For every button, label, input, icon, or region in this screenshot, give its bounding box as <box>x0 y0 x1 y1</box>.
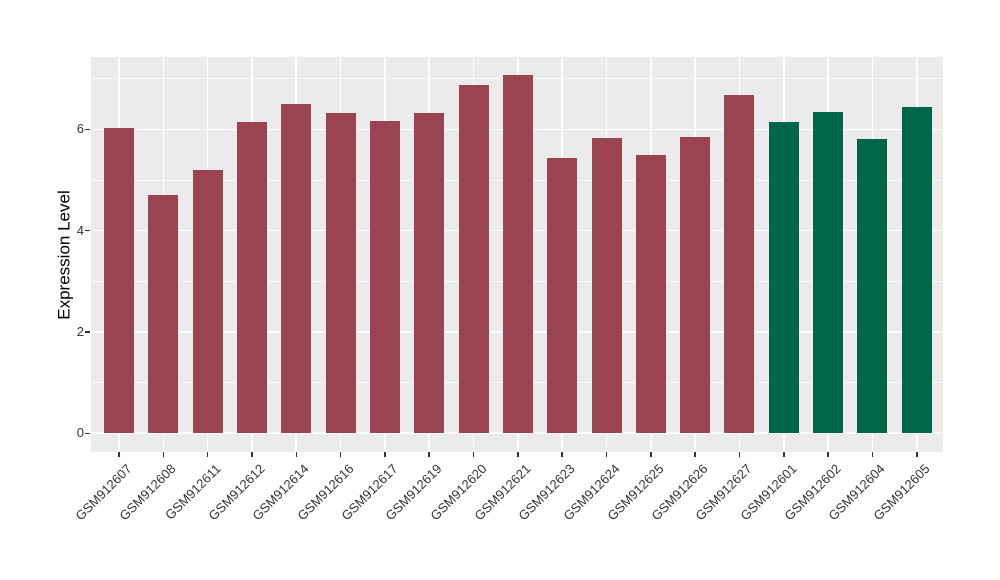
bar-GSM912626 <box>680 136 711 434</box>
bar-GSM912607 <box>104 128 134 434</box>
bar-GSM912624 <box>591 137 622 434</box>
y-tick-mark-0 <box>85 432 90 434</box>
y-tick-label-2: 2 <box>76 323 84 339</box>
bar-GSM912627 <box>724 95 755 434</box>
x-tick-mark-GSM912620 <box>472 452 475 457</box>
x-tick-mark-GSM912624 <box>605 452 608 457</box>
bar-GSM912602 <box>813 112 844 434</box>
bar-GSM912621 <box>502 74 533 434</box>
x-tick-mark-GSM912607 <box>118 452 120 457</box>
x-tick-mark-GSM912621 <box>517 452 519 457</box>
y-tick-label-6: 6 <box>76 121 84 137</box>
bar-GSM912612 <box>236 121 267 434</box>
x-tick-mark-GSM912614 <box>295 452 298 457</box>
bar-GSM912617 <box>369 120 400 434</box>
y-tick-label-0: 0 <box>76 425 84 441</box>
bar-GSM912620 <box>458 84 489 434</box>
bar-GSM912616 <box>325 112 356 434</box>
bar-GSM912611 <box>192 169 223 434</box>
bar-GSM912614 <box>281 104 312 434</box>
x-tick-mark-GSM912605 <box>916 452 918 457</box>
x-tick-mark-GSM912611 <box>206 452 209 457</box>
y-axis-title-text: Expression Level <box>55 189 74 320</box>
bar-GSM912605 <box>901 106 932 434</box>
bar-GSM912608 <box>148 195 179 434</box>
x-tick-mark-GSM912608 <box>162 452 165 457</box>
x-tick-mark-GSM912612 <box>251 452 253 457</box>
x-tick-mark-GSM912619 <box>428 452 430 457</box>
x-tick-mark-GSM912604 <box>871 452 874 457</box>
y-tick-mark-2 <box>85 331 90 333</box>
bar-GSM912623 <box>547 157 578 434</box>
x-tick-mark-GSM912601 <box>783 452 785 457</box>
bar-GSM912619 <box>414 112 445 434</box>
x-tick-mark-GSM912627 <box>738 452 741 457</box>
y-tick-mark-6 <box>85 128 90 131</box>
bar-GSM912601 <box>768 122 799 434</box>
y-axis-title: Expression Level <box>53 57 77 452</box>
x-tick-mark-GSM912617 <box>384 452 386 457</box>
x-tick-mark-GSM912625 <box>650 452 652 457</box>
y-tick-label-4: 4 <box>76 222 84 238</box>
bar-GSM912604 <box>857 138 888 434</box>
x-tick-mark-GSM912616 <box>339 452 342 457</box>
x-tick-mark-GSM912623 <box>561 452 563 457</box>
plot-panel <box>91 57 943 452</box>
gridline-major-y0 <box>91 432 943 435</box>
y-tick-mark-4 <box>85 229 90 232</box>
x-tick-mark-GSM912626 <box>694 452 696 457</box>
bar-GSM912625 <box>635 155 666 434</box>
x-tick-mark-GSM912602 <box>827 452 829 457</box>
